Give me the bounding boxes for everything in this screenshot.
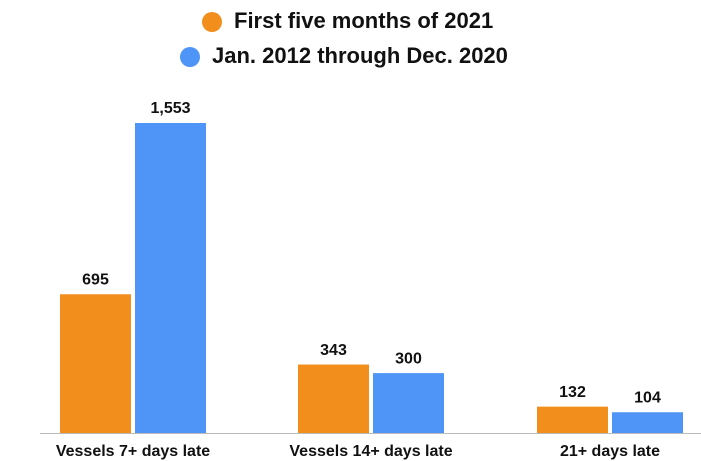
data-label: 104 bbox=[634, 389, 661, 406]
x-tick-label: Vessels 7+ days late bbox=[56, 443, 210, 460]
bar bbox=[60, 294, 131, 433]
bar bbox=[612, 412, 683, 433]
data-label: 1,553 bbox=[150, 100, 190, 117]
data-label: 695 bbox=[82, 271, 109, 288]
x-tick-label: 21+ days late bbox=[560, 443, 660, 460]
data-label: 300 bbox=[395, 350, 422, 367]
bar bbox=[373, 373, 444, 433]
bar bbox=[135, 123, 206, 433]
legend-label: Jan. 2012 through Dec. 2020 bbox=[212, 43, 508, 68]
legend-swatch bbox=[180, 47, 200, 67]
x-tick-label: Vessels 14+ days late bbox=[289, 443, 452, 460]
bar bbox=[298, 364, 369, 433]
bar bbox=[537, 406, 608, 433]
legend-label: First five months of 2021 bbox=[234, 8, 493, 33]
legend-swatch bbox=[202, 12, 222, 32]
data-label: 343 bbox=[320, 342, 347, 359]
data-label: 132 bbox=[559, 384, 586, 401]
